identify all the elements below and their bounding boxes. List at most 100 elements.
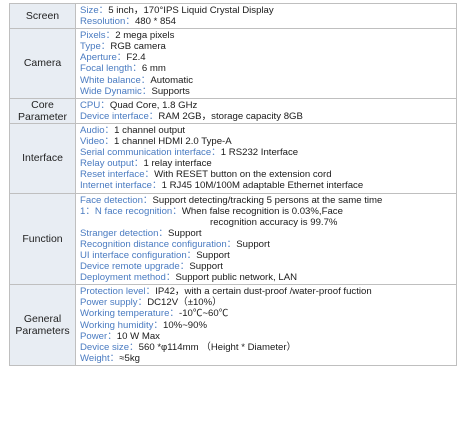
spec-key: Recognition distance configuration： <box>80 238 237 250</box>
spec-value: 2 mega pixels <box>115 30 175 42</box>
spec-line: Relay output：1 relay interface <box>80 158 452 169</box>
spec-value: Support <box>196 249 230 261</box>
section-header: General Parameters <box>9 284 76 366</box>
spec-value: 480 * 854 <box>134 16 177 28</box>
spec-line: Weight：≈5kg <box>80 353 452 364</box>
spec-key: Reset interface： <box>80 169 155 181</box>
spec-value: Support <box>189 261 223 273</box>
spec-line: Face detection：Support detecting/trackin… <box>80 195 452 206</box>
spec-line: Aperture：F2.4 <box>80 52 452 63</box>
spec-value: 1 RS232 Interface <box>220 147 299 159</box>
section-header: Camera <box>9 28 76 99</box>
spec-value: 1 channel output <box>114 124 186 136</box>
section-body: CPU：Quad Core, 1.8 GHz Device interface：R… <box>75 97 457 124</box>
spec-line: Working humidity：10%~90% <box>80 320 452 331</box>
spec-value: 10 W Max <box>116 330 160 342</box>
spec-value: Support <box>168 227 202 239</box>
spec-key: UI interface configuration： <box>80 249 197 261</box>
spec-key: Wide Dynamic： <box>80 85 152 97</box>
spec-line: Device interface：RAM 2GB，storage capacit… <box>80 111 452 122</box>
spec-line: Protection level：IP42，with a certain dus… <box>80 286 452 297</box>
spec-table: Screen Size：5 inch，170°IPS Liquid Crystal… <box>9 2 457 366</box>
spec-value: Automatic <box>150 74 194 86</box>
spec-value: Support detecting/tracking 5 persons at … <box>152 194 383 206</box>
spec-key: Working humidity： <box>80 319 163 331</box>
spec-key: Device interface： <box>80 110 159 122</box>
spec-value: 1 RJ45 10M/100M adaptable Ethernet inter… <box>161 180 364 192</box>
spec-value: Support public network, LAN <box>175 272 298 284</box>
spec-value: 5 inch，170°IPS Liquid Crystal Display <box>108 5 274 16</box>
section-body: Size：5 inch，170°IPS Liquid Crystal Displ… <box>75 2 457 30</box>
spec-key: Relay output： <box>80 158 144 170</box>
spec-value: 560 *φ114mm （Height * Diameter） <box>138 341 297 353</box>
spec-key: Protection level： <box>80 286 156 298</box>
spec-line: Wide Dynamic：Supports <box>80 86 452 97</box>
spec-key: Working temperature： <box>80 308 179 320</box>
spec-line: Stranger detection：Support <box>80 228 452 239</box>
spec-line: Size：5 inch，170°IPS Liquid Crystal Displ… <box>80 5 452 16</box>
section-body: Pixels：2 mega pixels Type：RGB camera Apert… <box>75 28 457 99</box>
spec-section-row: General Parameters Protection level：IP42，… <box>9 284 457 366</box>
spec-key: CPU： <box>80 99 110 111</box>
spec-key: Device size： <box>80 341 139 353</box>
spec-key: Internet interface： <box>80 180 162 192</box>
spec-section-row: Interface Audio：1 channel output Video：1 c… <box>9 122 457 194</box>
spec-line: Pixels：2 mega pixels <box>80 30 452 41</box>
spec-key: Weight： <box>80 352 120 364</box>
spec-value: When false recognition is 0.03%,Face <box>181 205 343 217</box>
spec-value: RGB camera <box>110 41 166 53</box>
spec-key: Serial communication interface： <box>80 147 221 159</box>
spec-line: Type：RGB camera <box>80 41 452 52</box>
section-header: Interface <box>9 122 76 194</box>
spec-value: recognition accuracy is 99.7% <box>210 216 338 228</box>
spec-line: Video：1 channel HDMI 2.0 Type-A <box>80 136 452 147</box>
spec-key: Size： <box>80 5 109 16</box>
spec-key: Power： <box>80 330 117 342</box>
spec-line: UI interface configuration：Support <box>80 250 452 261</box>
spec-line: Device remote upgrade：Support <box>80 261 452 272</box>
spec-section-row: Camera Pixels：2 mega pixels Type：RGB camer… <box>9 28 457 99</box>
spec-key: Deployment method： <box>80 272 176 284</box>
spec-line: Focal length：6 mm <box>80 63 452 74</box>
spec-key: Type： <box>80 41 111 53</box>
spec-value: F2.4 <box>126 52 146 64</box>
spec-value: IP42，with a certain dust-proof /water-pr… <box>155 286 372 298</box>
spec-value: -10℃~60℃ <box>179 308 229 320</box>
spec-line: Resolution：480 * 854 <box>80 16 452 27</box>
spec-line: White balance：Automatic <box>80 75 452 86</box>
section-header: Screen <box>9 2 76 30</box>
spec-line: Audio：1 channel output <box>80 125 452 136</box>
spec-line: CPU：Quad Core, 1.8 GHz <box>80 100 452 111</box>
section-header: Function <box>9 192 76 286</box>
spec-key: Device remote upgrade： <box>80 261 190 273</box>
spec-line: Deployment method：Support public network… <box>80 272 452 283</box>
spec-value: Quad Core, 1.8 GHz <box>109 99 198 111</box>
spec-line: Power：10 W Max <box>80 331 452 342</box>
spec-value: 1 channel HDMI 2.0 Type-A <box>113 136 232 148</box>
spec-value: ≈5kg <box>119 352 141 364</box>
spec-value: With RESET button on the extension cord <box>154 169 332 181</box>
section-body: Protection level：IP42，with a certain dus… <box>75 284 457 366</box>
spec-value: RAM 2GB，storage capacity 8GB <box>158 110 303 122</box>
spec-value: Support <box>236 238 270 250</box>
section-header: Core Parameter <box>9 97 76 124</box>
spec-line: recognition accuracy is 99.7% <box>80 217 452 228</box>
spec-sheet: Screen Size：5 inch，170°IPS Liquid Crystal… <box>9 2 457 366</box>
spec-line: Working temperature：-10℃~60℃ <box>80 308 452 319</box>
spec-value: 6 mm <box>141 63 166 75</box>
spec-line: 1：N face recognition：When false recognit… <box>80 206 452 217</box>
spec-section-row: Core Parameter CPU：Quad Core, 1.8 GHz Devi… <box>9 97 457 124</box>
spec-key: White balance： <box>80 74 151 86</box>
spec-line: Power supply：DC12V（±10%） <box>80 297 452 308</box>
spec-section-row: Screen Size：5 inch，170°IPS Liquid Crystal… <box>9 2 457 30</box>
spec-value: Supports <box>151 85 190 97</box>
spec-value: 10%~90% <box>163 319 208 331</box>
spec-key: 1：N face recognition： <box>80 205 182 217</box>
spec-value: 1 relay interface <box>143 158 212 170</box>
spec-key: Stranger detection： <box>80 227 168 239</box>
spec-key: Audio： <box>80 124 115 136</box>
spec-line: Reset interface：With RESET button on the… <box>80 169 452 180</box>
spec-key: Aperture： <box>80 52 127 64</box>
spec-key: Resolution： <box>80 16 135 28</box>
spec-line: Serial communication interface：1 RS232 I… <box>80 147 452 158</box>
